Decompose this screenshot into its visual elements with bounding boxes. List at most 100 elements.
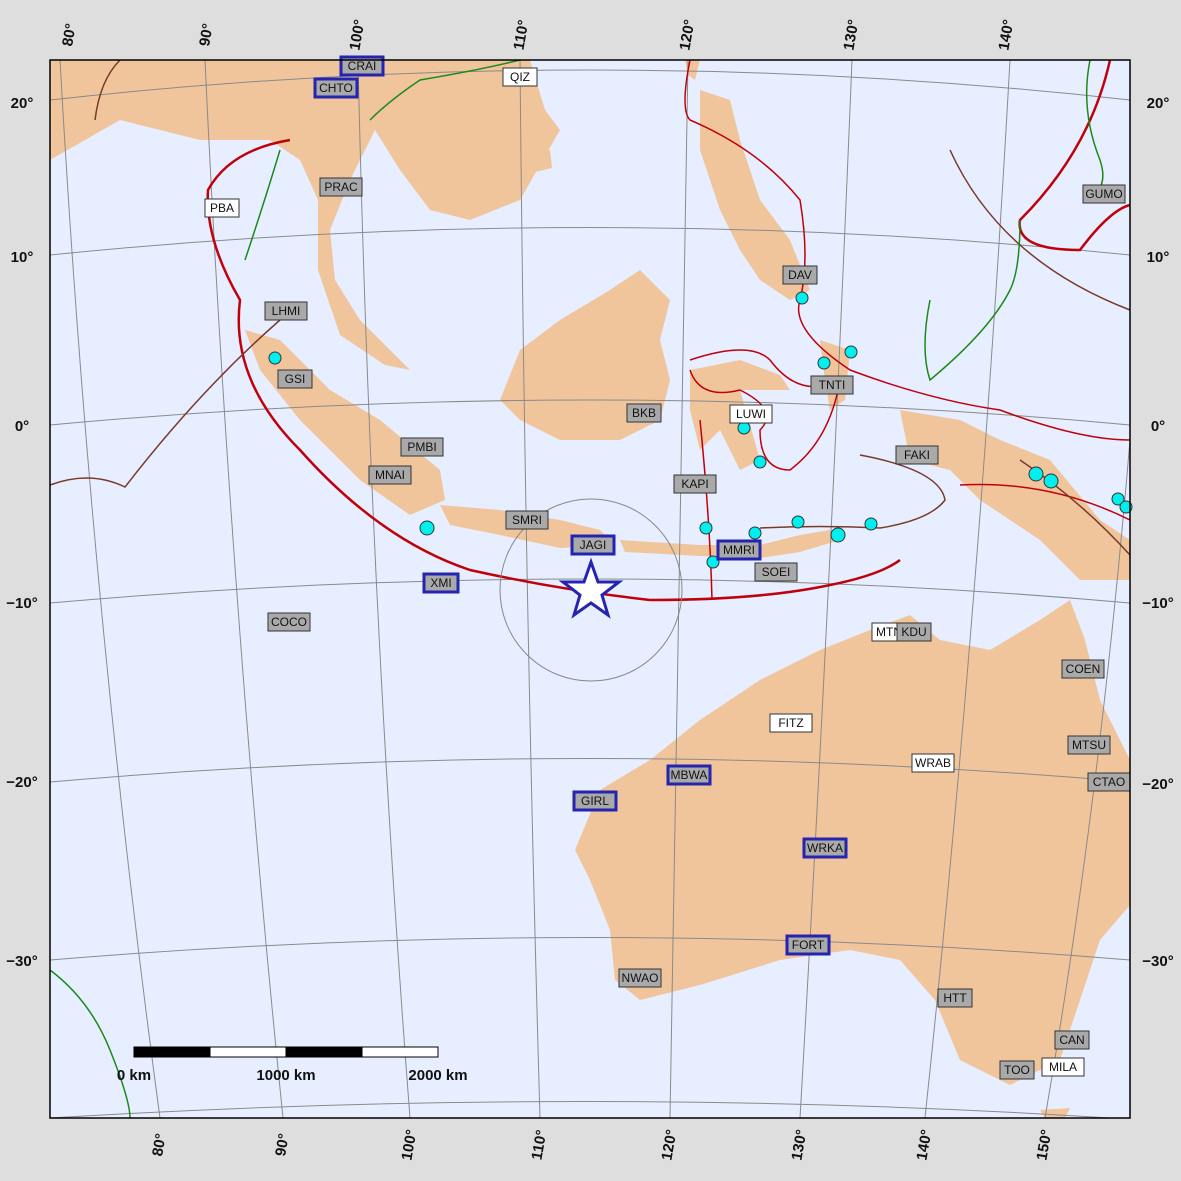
- boundary: [49, 59, 1131, 556]
- station-label: PBA: [210, 201, 234, 215]
- events: [268, 291, 1133, 569]
- station-label: MMRI: [723, 543, 755, 557]
- sunda-trench: [206, 138, 901, 602]
- graticule-label: 20°: [11, 95, 34, 112]
- event: [699, 521, 713, 535]
- meridian: [59, 59, 161, 1119]
- graticule-label: −30°: [1142, 953, 1173, 970]
- station-box: [1054, 1030, 1090, 1050]
- station-label: PMBI: [407, 440, 436, 454]
- station-box: [896, 622, 932, 642]
- station-label: CRAI: [348, 59, 377, 73]
- station-box: [1082, 184, 1126, 204]
- graticule-label: 80°: [59, 22, 80, 47]
- station-label: SOEI: [762, 565, 791, 579]
- station-box: [422, 572, 460, 594]
- station-label: DAV: [788, 268, 812, 282]
- station-box: [1067, 735, 1111, 755]
- station-label: TOO: [1004, 1063, 1030, 1077]
- scale-segment: [285, 1046, 363, 1058]
- station-box: [729, 404, 773, 424]
- station-box: [802, 837, 848, 859]
- event: [864, 517, 878, 531]
- event: [1028, 466, 1044, 482]
- new-guinea: [900, 410, 1130, 580]
- station-label: WRAB: [915, 756, 951, 770]
- parallel: [49, 758, 1131, 783]
- station-box: [999, 1060, 1035, 1080]
- meridian: [519, 59, 541, 1119]
- asia: [50, 60, 560, 370]
- event: [795, 291, 809, 305]
- boundary: [49, 59, 1104, 1119]
- graticule-label: 130°: [840, 18, 862, 52]
- station-label: TNTI: [819, 378, 846, 392]
- station-box: [502, 67, 538, 87]
- distance-ring: [499, 498, 683, 682]
- graticule-label: 80°: [149, 1132, 170, 1157]
- station-box: [937, 988, 973, 1008]
- station-label: MBWA: [671, 768, 708, 782]
- graticule-label: 140°: [913, 1128, 935, 1162]
- station-label: HTT: [943, 991, 967, 1005]
- graticule-label: −30°: [6, 953, 37, 970]
- station-box: [769, 713, 813, 733]
- event: [817, 356, 831, 370]
- frame: [49, 59, 1131, 1119]
- station-label: NWAO: [622, 971, 659, 985]
- station-box: [782, 265, 818, 285]
- event: [1043, 473, 1059, 489]
- graticule-label: 0°: [1151, 418, 1165, 435]
- station-label: KDU: [901, 625, 926, 639]
- station-label: SMRI: [512, 513, 542, 527]
- scale-label: 1000 km: [256, 1067, 315, 1084]
- graticule-label: 110°: [510, 19, 532, 52]
- station-label: FITZ: [778, 716, 803, 730]
- event: [706, 555, 720, 569]
- station-label: COEN: [1066, 662, 1101, 676]
- graticule-label: 120°: [676, 18, 698, 52]
- station-label: JAGI: [580, 538, 607, 552]
- station-box: [1061, 659, 1105, 679]
- station-label: MTSU: [1072, 738, 1106, 752]
- station-label: GSI: [285, 372, 306, 386]
- event: [419, 520, 435, 536]
- event: [268, 351, 282, 365]
- station-box: [810, 375, 854, 395]
- station-label: CAN: [1059, 1033, 1084, 1047]
- plate-boundaries: [49, 59, 1131, 1119]
- graticule-label: 110°: [528, 1129, 550, 1162]
- epicenter: [558, 557, 624, 619]
- station-label: PRAC: [324, 180, 358, 194]
- event: [1111, 492, 1125, 506]
- event: [737, 421, 751, 435]
- station-label: GIRL: [581, 794, 609, 808]
- station-box: [319, 177, 363, 197]
- graticule-label: 10°: [1147, 249, 1170, 266]
- meridian: [357, 59, 411, 1119]
- station-box: [339, 55, 385, 77]
- scale-segment: [133, 1046, 211, 1058]
- station-box: [264, 301, 308, 321]
- station-box: [626, 403, 662, 423]
- station-box: [716, 539, 762, 561]
- event: [1119, 500, 1133, 514]
- station-label: MILA: [1049, 1060, 1077, 1074]
- graticule-label: 140°: [995, 18, 1017, 52]
- australia: [575, 600, 1130, 1085]
- graticule-label: 130°: [788, 1128, 810, 1162]
- station-box: [673, 474, 717, 494]
- scale-segment: [361, 1046, 439, 1058]
- meridian: [799, 59, 853, 1119]
- graticule-label: 90°: [272, 1132, 293, 1157]
- graticule-label: 10°: [11, 249, 34, 266]
- graticule-label: 100°: [398, 1128, 420, 1162]
- station-box: [618, 968, 662, 988]
- station-label: MTN: [876, 625, 902, 639]
- boundary: [699, 419, 713, 601]
- station-label: LUWI: [736, 407, 766, 421]
- graticule-label: 0°: [15, 418, 29, 435]
- molucca-boundary: [689, 349, 841, 471]
- station-label: BKB: [632, 406, 656, 420]
